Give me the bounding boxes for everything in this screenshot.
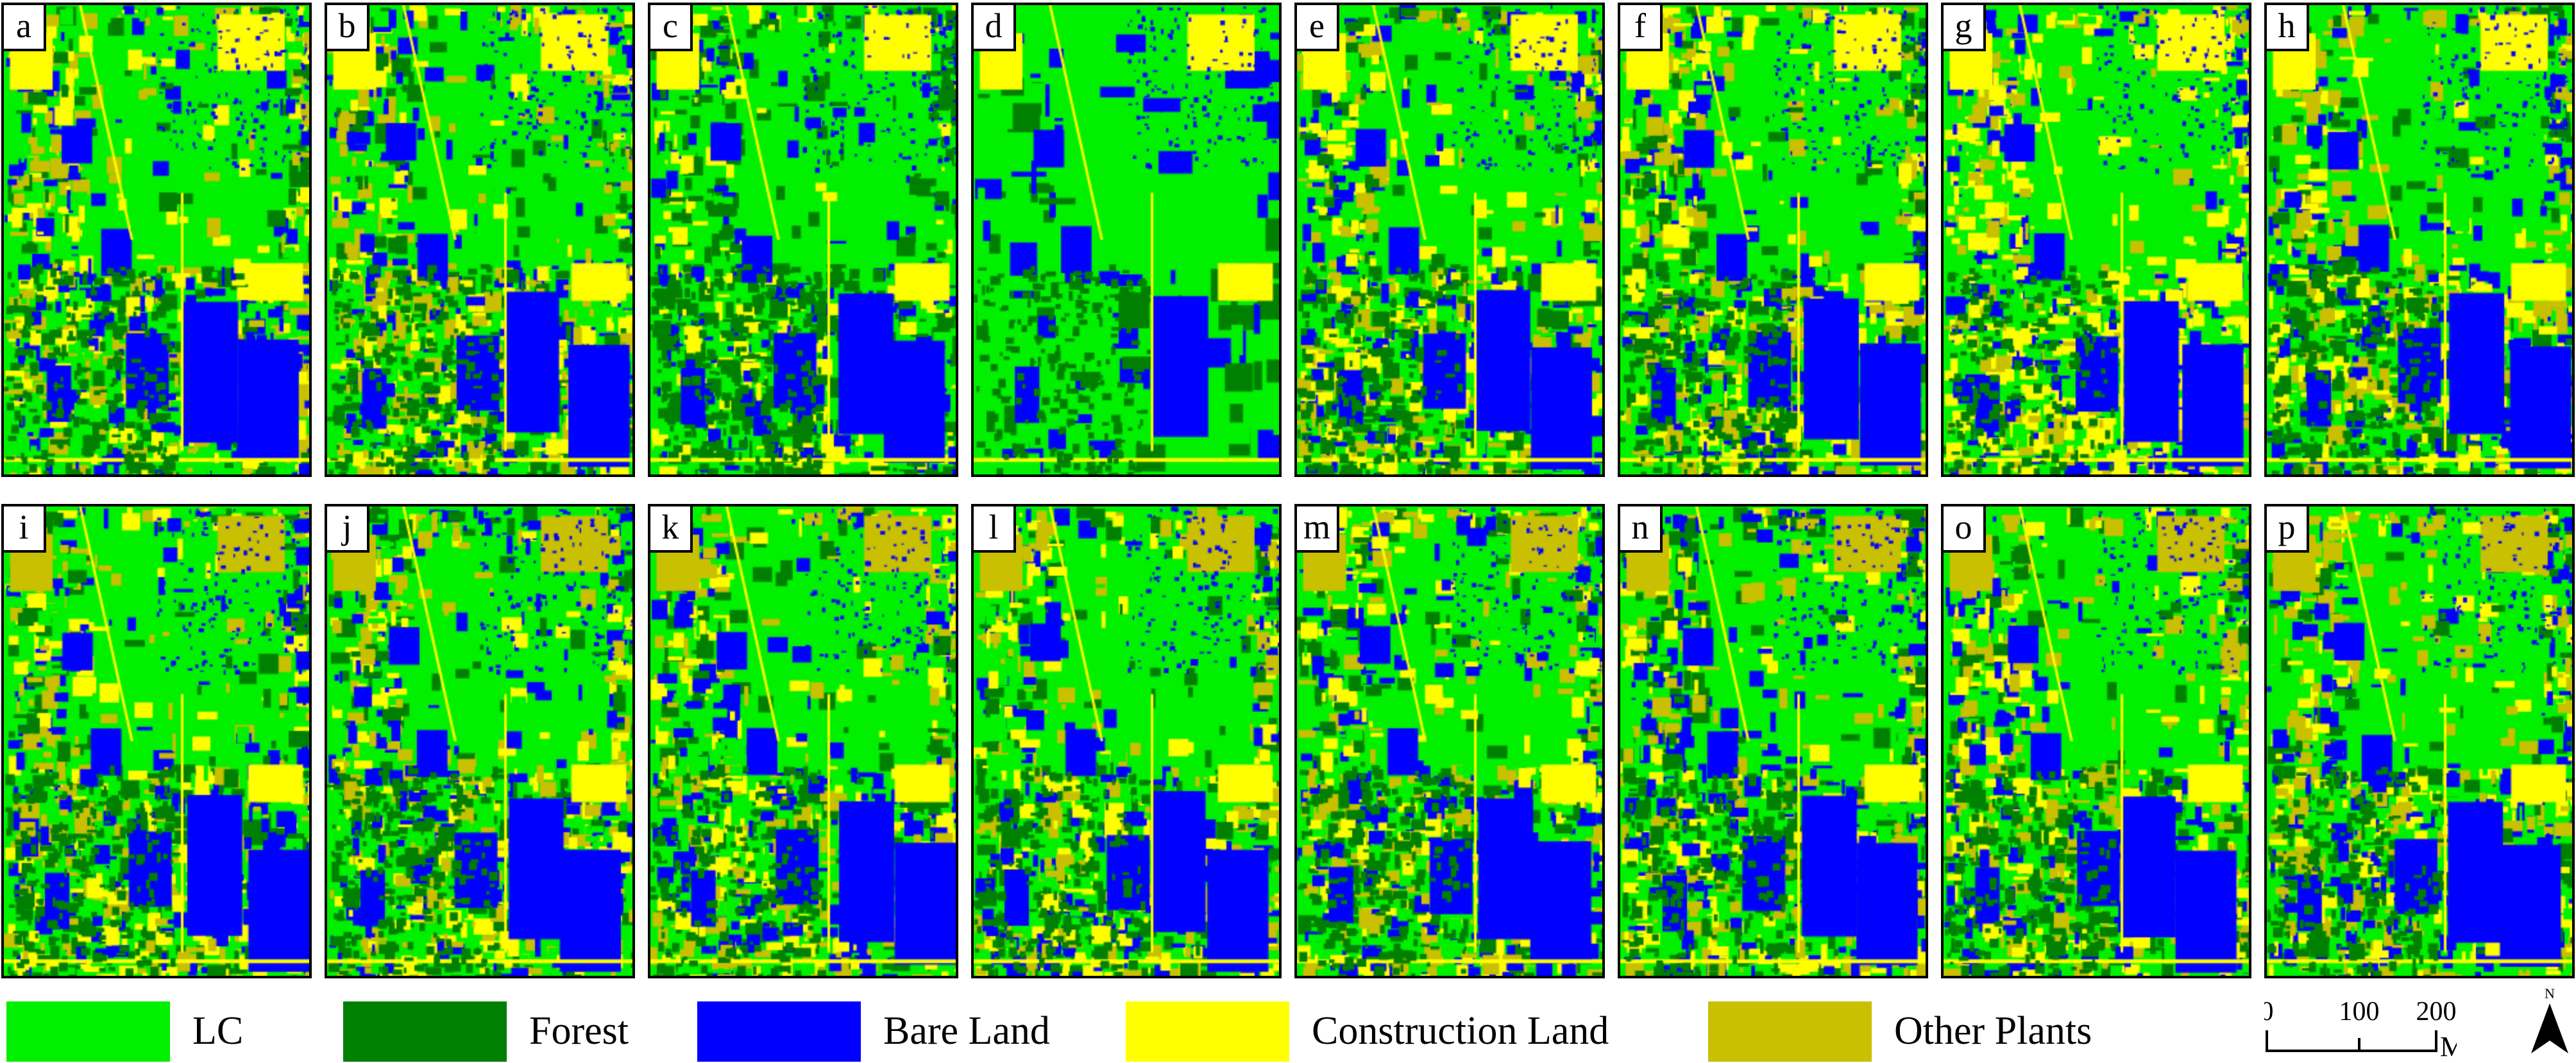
map-panel-f: f bbox=[1618, 3, 1928, 477]
classification-map bbox=[4, 506, 309, 976]
legend-label: Forest bbox=[529, 1009, 629, 1053]
scale-bar-graphic: 0 100 200 M bbox=[2260, 997, 2466, 1062]
north-arrow: N bbox=[2527, 984, 2572, 1060]
panel-label: i bbox=[4, 506, 46, 553]
classification-map bbox=[974, 5, 1279, 474]
north-arrow-icon: N bbox=[2531, 985, 2568, 1053]
legend-swatch bbox=[1126, 1001, 1289, 1062]
panel-label: o bbox=[1944, 506, 1986, 553]
panel-label: n bbox=[1620, 506, 1663, 553]
map-panel-b: b bbox=[325, 3, 635, 477]
north-arrow-shape bbox=[2531, 1003, 2568, 1053]
legend-label: Construction Land bbox=[1312, 1009, 1609, 1053]
classification-map bbox=[2267, 5, 2572, 474]
panel-label: m bbox=[1297, 506, 1339, 553]
map-panel-p: p bbox=[2264, 504, 2575, 978]
classification-map bbox=[327, 5, 632, 474]
legend-swatch bbox=[343, 1001, 507, 1062]
legend-label: Other Plants bbox=[1894, 1009, 2092, 1053]
classification-map bbox=[4, 5, 309, 474]
map-panel-j: j bbox=[325, 504, 635, 978]
classification-map bbox=[327, 506, 632, 976]
map-panel-o: o bbox=[1941, 504, 2251, 978]
scale-tick-100: 100 bbox=[2339, 997, 2380, 1026]
map-panel-i: i bbox=[1, 504, 312, 978]
scale-tick-200: 200 bbox=[2416, 997, 2457, 1026]
panel-label: c bbox=[650, 5, 693, 51]
map-panel-a: a bbox=[1, 3, 312, 477]
panel-label: h bbox=[2267, 5, 2309, 51]
north-label: N bbox=[2545, 985, 2555, 1001]
classification-map bbox=[650, 506, 956, 976]
legend-label: LC bbox=[192, 1009, 244, 1053]
legend-swatch bbox=[1708, 1001, 1872, 1062]
classification-map bbox=[2267, 506, 2572, 976]
classification-map bbox=[1297, 506, 1602, 976]
legend-label: Bare Land bbox=[883, 1009, 1050, 1053]
classification-map bbox=[1620, 506, 1926, 976]
map-panel-d: d bbox=[971, 3, 1282, 477]
legend: LC Forest Bare Land Construction Land Ot… bbox=[0, 987, 2181, 1062]
map-panel-k: k bbox=[648, 504, 958, 978]
classification-map bbox=[974, 506, 1279, 976]
legend-swatch bbox=[6, 1001, 170, 1062]
panel-label: d bbox=[974, 5, 1016, 51]
map-panel-c: c bbox=[648, 3, 958, 477]
classification-map bbox=[1297, 5, 1602, 474]
classification-map bbox=[1620, 5, 1926, 474]
panel-label: f bbox=[1620, 5, 1663, 51]
scale-unit: M bbox=[2440, 1031, 2457, 1060]
classification-map bbox=[650, 5, 956, 474]
map-panel-l: l bbox=[971, 504, 1282, 978]
map-panel-e: e bbox=[1294, 3, 1605, 477]
classification-map bbox=[1944, 5, 2249, 474]
panel-label: p bbox=[2267, 506, 2309, 553]
panel-label: l bbox=[974, 506, 1016, 553]
legend-swatch bbox=[697, 1001, 861, 1062]
map-panel-n: n bbox=[1618, 504, 1928, 978]
scale-tick-0: 0 bbox=[2264, 997, 2274, 1026]
panel-label: j bbox=[327, 506, 369, 553]
classification-map bbox=[1944, 506, 2249, 976]
panel-label: a bbox=[4, 5, 46, 51]
map-panel-g: g bbox=[1941, 3, 2251, 477]
map-panel-m: m bbox=[1294, 504, 1605, 978]
panel-label: e bbox=[1297, 5, 1339, 51]
panel-label: k bbox=[650, 506, 693, 553]
map-panel-h: h bbox=[2264, 3, 2575, 477]
panel-label: g bbox=[1944, 5, 1986, 51]
panel-label: b bbox=[327, 5, 369, 51]
scale-bar: 0 100 200 M bbox=[2260, 991, 2466, 1062]
